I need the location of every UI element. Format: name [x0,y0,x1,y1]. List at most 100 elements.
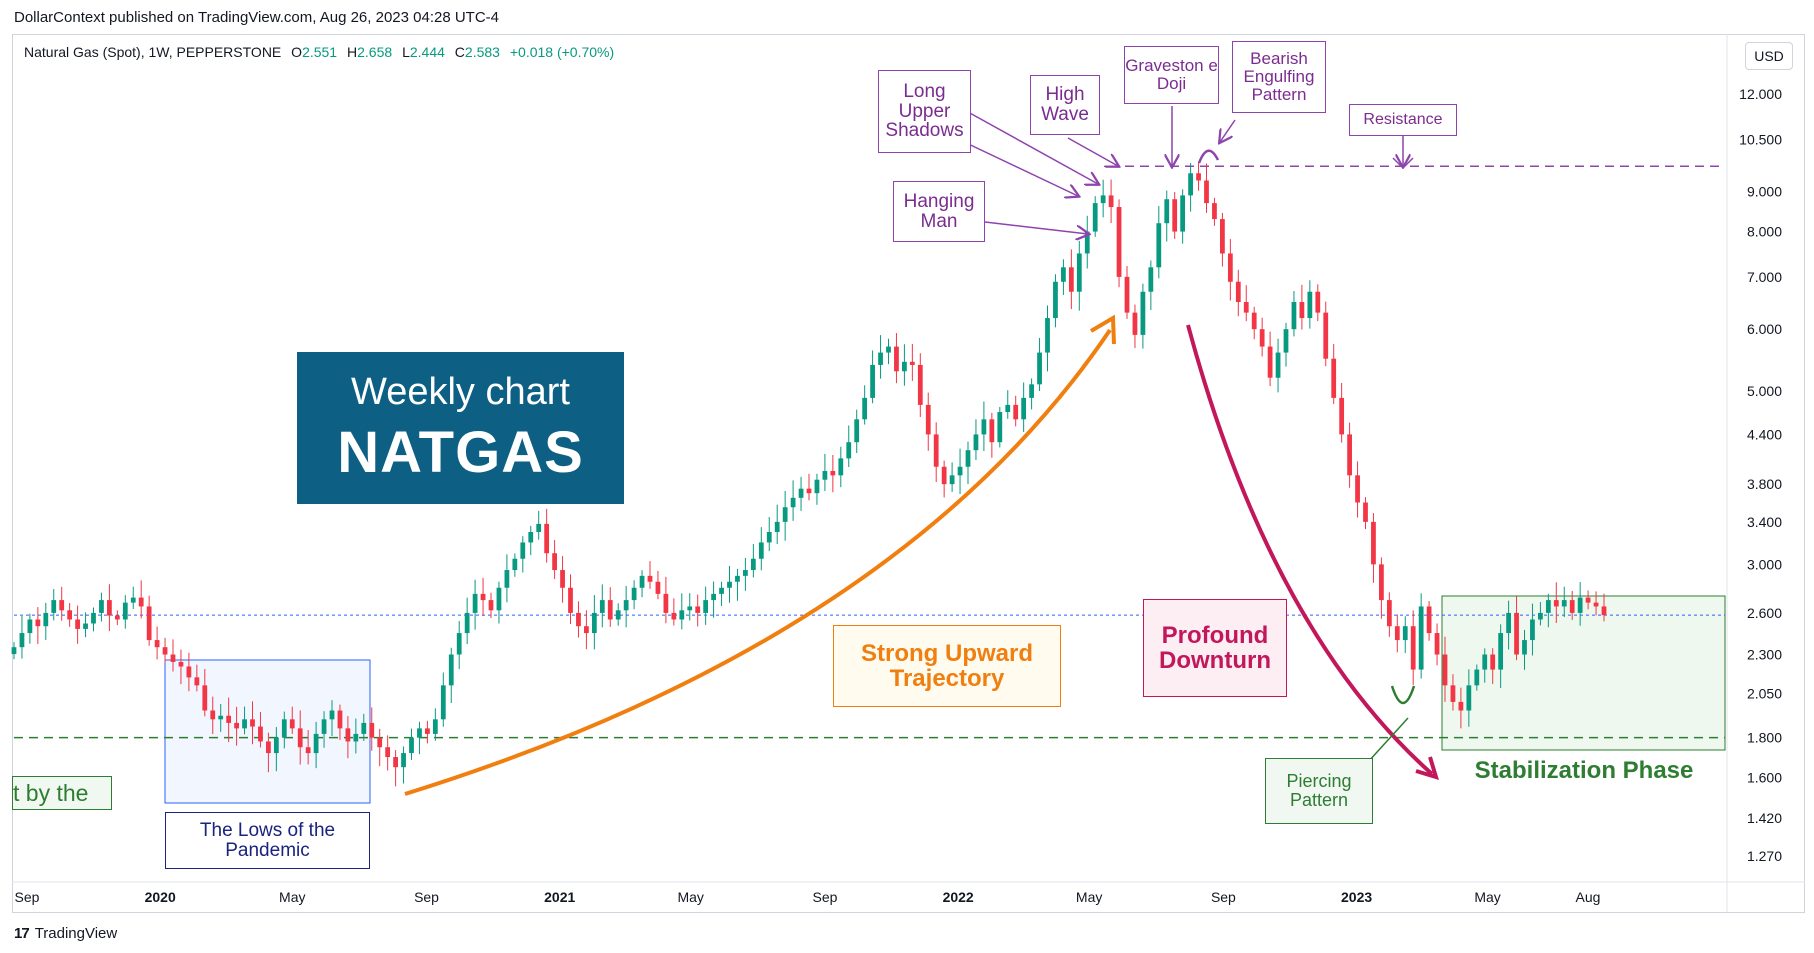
candle-body [1092,203,1098,232]
candle-body [377,737,383,748]
candle-body [353,733,359,742]
price-tick-label: 3.400 [1747,514,1782,530]
candle-body [425,728,430,734]
candle-body [1331,358,1337,398]
candle-body [560,570,565,588]
candle-body [909,361,915,365]
candle-body [544,523,550,554]
strong-upward-label: Strong Upward Trajectory [833,625,1061,707]
candle-body [846,442,852,459]
candle-body [369,722,375,738]
high-wave-arrow [1067,137,1118,166]
candle-body [1363,502,1368,522]
low-label: L [402,44,410,60]
profound-downturn-label: Profound Downturn [1143,599,1287,697]
candle-body [67,610,73,620]
candle-body [854,419,860,443]
candle-body [1307,291,1313,319]
candle-body [83,623,88,629]
candle-body [902,361,907,372]
candle-body [1013,404,1019,420]
candle-body [1410,626,1416,670]
candle-body [417,728,422,738]
time-axis[interactable]: Sep 2020 May Sep 2021 May Sep 2022 May Sep 2023 May… [15,889,1601,905]
candle-body [250,719,255,727]
candle-body [599,600,605,613]
candle-body [925,404,931,435]
candle-body [472,593,478,613]
candle-body [997,412,1003,443]
price-axis[interactable]: 12.000 10.500 9.000 8.000 7.000 6.000 5.000 4.4… [1739,86,1782,864]
long-upper-shadow-arrow-2 [959,139,1078,196]
candle-body [75,619,80,629]
candle-body [432,719,438,734]
candle-body [1442,654,1448,686]
candle-body [695,606,701,613]
candle-body [1275,352,1281,378]
candle-body [218,715,224,720]
candle-body [862,397,868,420]
candle-body [1601,606,1607,616]
candle-body [552,553,557,571]
price-tick-label: 9.000 [1747,184,1782,200]
price-tick-label: 3.800 [1747,476,1782,492]
candle-body [687,606,693,611]
candle-body [496,587,502,611]
time-tick-label: May [677,889,703,905]
candle-body [886,346,891,353]
tradingview-logo-icon: 17 [14,925,30,942]
candle-body [798,488,804,498]
candle-body [766,532,772,543]
candle-body [782,507,788,522]
candle-body [289,719,295,729]
candle-body [989,419,995,443]
candle-body [329,710,335,720]
candle-body [584,626,589,634]
candle-body [1029,384,1034,398]
candle-body [170,654,176,662]
candle-body [99,600,104,613]
time-tick-label: Sep [414,889,439,905]
candle-body [1506,612,1511,634]
candle-body [345,728,351,742]
candle-body [297,728,303,748]
candle-body [162,647,168,655]
time-tick-label: 2020 [145,889,176,905]
candle-body [1267,346,1273,378]
candle-body [1315,291,1321,313]
price-tick-label: 1.270 [1747,848,1782,864]
candle-body [1061,267,1066,282]
candle-body [186,666,192,678]
candle-body [758,542,764,559]
candle-body [1299,302,1305,319]
symbol-legend[interactable]: Natural Gas (Spot), 1W, PEPPERSTONE O2.5… [24,44,620,60]
footer-brand[interactable]: 17 TradingView [14,925,117,942]
candle-body [671,612,677,620]
candle-body [1132,312,1138,335]
weekly-chart-line: Weekly chart [351,370,570,413]
candle-body [1021,397,1027,420]
natgas-line: NATGAS [337,419,584,485]
time-tick-label: 2023 [1341,889,1372,905]
candle-body [878,352,883,365]
candle-body [1339,397,1345,435]
candle-body [1482,654,1488,670]
candle-body [719,587,724,594]
candle-body [1522,640,1527,655]
currency-button[interactable]: USD [1745,42,1793,70]
price-tick-label: 1.800 [1747,730,1782,746]
candle-body [1538,612,1543,620]
price-tick-label: 2.300 [1747,647,1782,663]
candle-body [774,521,780,533]
candle-body [504,570,510,588]
price-tick-label: 7.000 [1747,269,1782,285]
piercing-arc [1390,685,1416,705]
candle-body [1124,276,1130,313]
candle-body [965,450,971,467]
candle-body [894,346,899,372]
upward-trend-arrow [404,328,1112,796]
candle-body [1458,701,1464,711]
publish-line: DollarContext published on TradingView.c… [14,9,500,26]
candle-body [210,710,216,720]
